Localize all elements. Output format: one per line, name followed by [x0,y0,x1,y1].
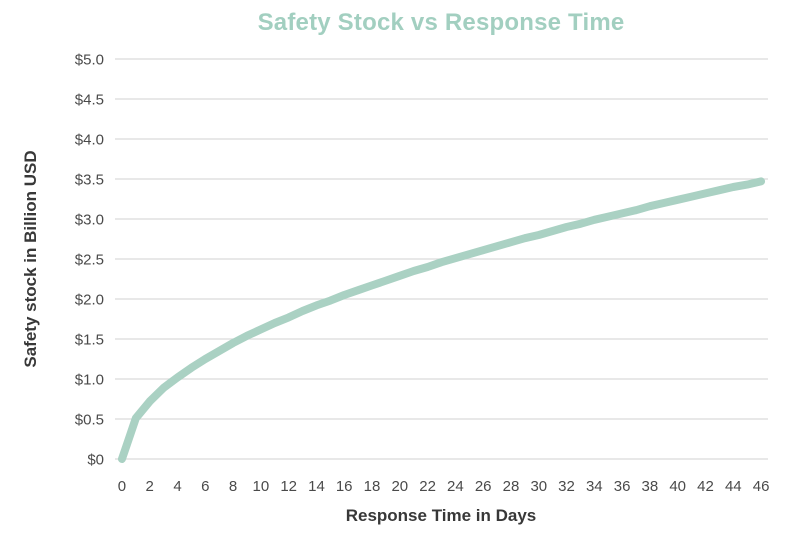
x-tick-label: 24 [447,478,464,495]
chart-title: Safety Stock vs Response Time [258,9,625,36]
y-tick-label: $0 [87,452,104,469]
x-tick-label: 28 [503,478,520,495]
x-tick-label: 12 [280,478,297,495]
x-tick-label: 46 [753,478,770,495]
y-axis-title: Safety stock in Billion USD [21,150,40,367]
x-tick-label: 30 [530,478,547,495]
y-tick-label: $3.5 [75,172,104,189]
x-tick-label: 32 [558,478,575,495]
series-line-safety-stock [117,177,766,463]
x-tick-label: 2 [146,478,154,495]
x-tick-label: 36 [614,478,631,495]
y-tick-label: $1.0 [75,372,104,389]
x-axis-title: Response Time in Days [346,506,537,525]
x-tick-label: 8 [229,478,237,495]
x-tick-label: 38 [642,478,659,495]
series-line-group [117,177,766,463]
y-tick-label: $5.0 [75,52,104,69]
x-tick-label: 6 [201,478,209,495]
x-tick-label: 10 [253,478,270,495]
x-tick-label: 20 [391,478,408,495]
x-tick-label: 44 [725,478,742,495]
y-tick-label: $4.5 [75,92,104,109]
x-tick-label: 14 [308,478,325,495]
y-tick-label: $1.5 [75,332,104,349]
y-tick-label: $3.0 [75,212,104,229]
x-tick-label: 18 [364,478,381,495]
x-tick-labels-group: 0 2 4 6 8 10 12 14 16 18 20 22 24 26 28 30 32 34 36 38 40 42 4… [118,478,770,495]
x-tick-label: 4 [173,478,181,495]
x-tick-label: 0 [118,478,126,495]
y-tick-label: $0.5 [75,412,104,429]
y-tick-label: $2.5 [75,252,104,269]
y-tick-label: $2.0 [75,292,104,309]
x-tick-label: 16 [336,478,353,495]
x-tick-label: 26 [475,478,492,495]
x-tick-label: 42 [697,478,714,495]
y-tick-label: $4.0 [75,132,104,149]
x-tick-label: 34 [586,478,603,495]
y-tick-labels-group: $0 $0.5 $1.0 $1.5 $2.0 $2.5 $3.0 $3.5 $4.0 $4.5 $5… [75,52,104,469]
x-tick-label: 40 [669,478,686,495]
x-tick-label: 22 [419,478,436,495]
